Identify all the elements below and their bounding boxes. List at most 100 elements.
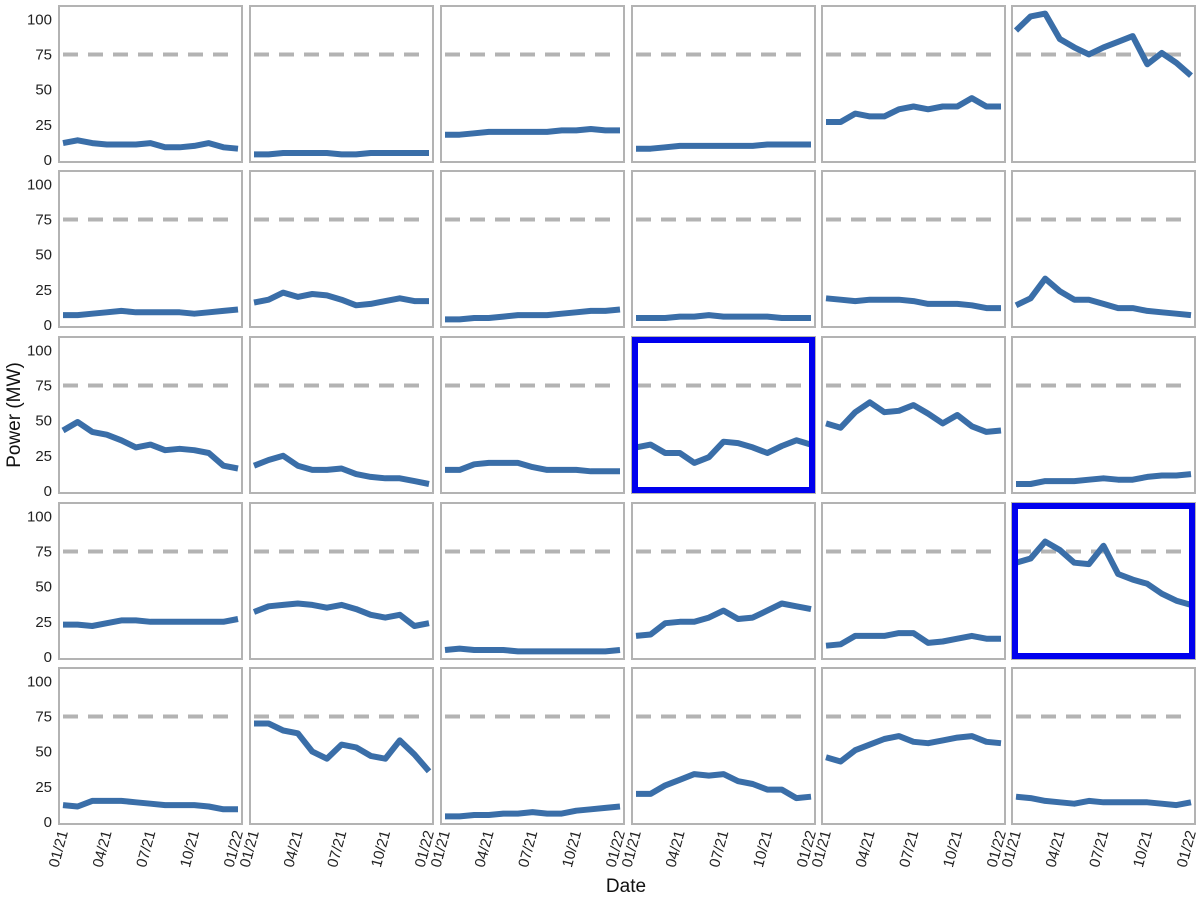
series-line bbox=[1015, 538, 1192, 608]
series-line bbox=[635, 437, 812, 466]
y-tick-label: 25 bbox=[35, 448, 52, 465]
panel-frame bbox=[631, 667, 816, 825]
highlight-box bbox=[1012, 503, 1195, 659]
panel-3 bbox=[440, 5, 625, 163]
x-tick-label: 07/21 bbox=[896, 829, 922, 870]
y-tick-label: 75 bbox=[35, 211, 52, 228]
panel-26 bbox=[249, 667, 434, 825]
x-tick-label: 04/21 bbox=[1043, 829, 1069, 870]
highlight-box bbox=[632, 337, 815, 493]
series-line bbox=[636, 771, 812, 802]
y-tick-label: 75 bbox=[35, 708, 52, 725]
panel-12 bbox=[1011, 170, 1196, 328]
panel-frame bbox=[440, 170, 625, 328]
y-tick-label: 25 bbox=[35, 779, 52, 796]
panel-frame bbox=[58, 5, 243, 163]
panel-25 bbox=[58, 667, 243, 825]
panel-frame bbox=[249, 502, 434, 660]
panel-9 bbox=[440, 170, 625, 328]
panel-frame bbox=[821, 667, 1006, 825]
series-line bbox=[252, 452, 430, 487]
series-line bbox=[62, 137, 239, 152]
y-tick-label: 75 bbox=[35, 543, 52, 560]
series-line bbox=[635, 600, 812, 639]
series-line bbox=[1015, 793, 1192, 809]
series-line bbox=[636, 312, 811, 321]
panel-frame bbox=[631, 5, 816, 163]
series-line bbox=[254, 720, 432, 774]
series-line bbox=[444, 645, 621, 655]
panel-23 bbox=[821, 502, 1006, 660]
panel-frame bbox=[249, 170, 434, 328]
series-line bbox=[445, 459, 620, 475]
series-line bbox=[62, 797, 238, 813]
panel-11 bbox=[821, 170, 1006, 328]
panel-8 bbox=[249, 170, 434, 328]
panel-frame bbox=[631, 170, 816, 328]
panel-16 bbox=[631, 336, 816, 494]
x-tick-label: 10/21 bbox=[368, 829, 394, 870]
panel-21 bbox=[440, 502, 625, 660]
panels-layer bbox=[58, 5, 1196, 825]
y-tick-label: 0 bbox=[44, 814, 52, 831]
series-line bbox=[1014, 275, 1192, 319]
panel-10 bbox=[631, 170, 816, 328]
series-line bbox=[445, 126, 620, 138]
series-line bbox=[253, 289, 429, 309]
x-tick-label: 07/21 bbox=[133, 829, 159, 870]
y-tick-label: 100 bbox=[27, 342, 52, 359]
series-line bbox=[254, 150, 429, 158]
series-line bbox=[825, 399, 1002, 435]
panel-27 bbox=[440, 667, 625, 825]
panel-14 bbox=[249, 336, 434, 494]
panel-frame bbox=[58, 667, 243, 825]
x-tick-label: 04/21 bbox=[90, 829, 116, 870]
panel-24 bbox=[1011, 502, 1196, 660]
panel-frame bbox=[821, 5, 1006, 163]
panel-30 bbox=[1011, 667, 1196, 825]
series-line bbox=[63, 306, 239, 319]
panel-29 bbox=[821, 667, 1006, 825]
x-tick-label: 01/22 bbox=[1174, 829, 1200, 870]
panel-1 bbox=[58, 5, 243, 163]
panel-frame bbox=[440, 502, 625, 660]
x-tick-label: 04/21 bbox=[281, 829, 307, 870]
panel-6 bbox=[1011, 5, 1196, 163]
y-tick-label: 50 bbox=[35, 413, 52, 430]
panel-frame bbox=[631, 502, 816, 660]
y-tick-label: 100 bbox=[27, 11, 52, 28]
y-tick-label: 0 bbox=[44, 649, 52, 666]
panel-22 bbox=[631, 502, 816, 660]
y-tick-labels: 0 25 50 75 100 0 25 50 75 100 0 25 50 75 100 0 25 50 75 100… bbox=[27, 11, 52, 831]
panel-frame bbox=[440, 667, 625, 825]
panel-7 bbox=[58, 170, 243, 328]
highlight-layer bbox=[632, 337, 1195, 659]
y-tick-label: 25 bbox=[35, 614, 52, 631]
series-line bbox=[825, 733, 1002, 765]
series-line bbox=[445, 803, 621, 820]
y-tick-label: 50 bbox=[35, 579, 52, 596]
y-tick-label: 0 bbox=[44, 483, 52, 500]
panel-frame bbox=[821, 336, 1006, 494]
x-tick-label: 07/21 bbox=[1086, 829, 1112, 870]
y-tick-label: 100 bbox=[27, 673, 52, 690]
x-tick-label: 04/21 bbox=[853, 829, 879, 870]
y-tick-label: 100 bbox=[27, 176, 52, 193]
x-tick-label: 10/21 bbox=[177, 829, 203, 870]
x-tick-label: 10/21 bbox=[559, 829, 585, 870]
panel-frame bbox=[1011, 336, 1196, 494]
panel-frame bbox=[249, 5, 434, 163]
panel-18 bbox=[1011, 336, 1196, 494]
y-tick-label: 0 bbox=[44, 317, 52, 334]
panel-frame bbox=[1011, 502, 1196, 660]
x-tick-label: 10/21 bbox=[940, 829, 966, 870]
series-line bbox=[1013, 10, 1193, 78]
panel-20 bbox=[249, 502, 434, 660]
panel-frame bbox=[440, 5, 625, 163]
panel-15 bbox=[440, 336, 625, 494]
y-tick-label: 0 bbox=[44, 152, 52, 169]
panel-frame bbox=[631, 336, 816, 494]
panel-2 bbox=[249, 5, 434, 163]
